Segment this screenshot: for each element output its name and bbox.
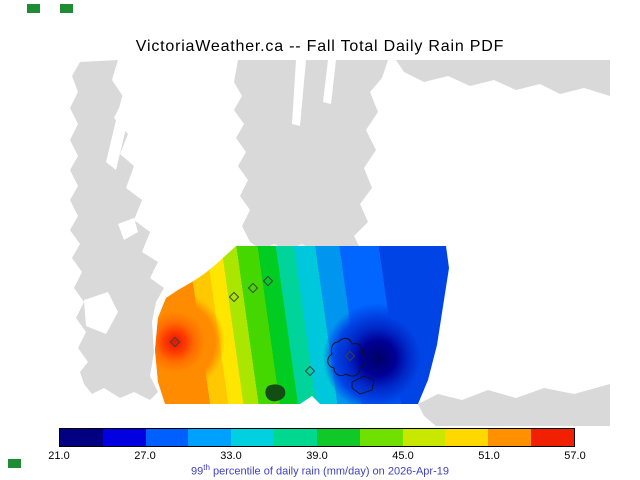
colorbar-segment xyxy=(145,429,189,446)
station-marker xyxy=(262,275,274,287)
water-fjord-2 xyxy=(323,60,336,104)
page-title: VictoriaWeather.ca -- Fall Total Daily R… xyxy=(135,38,505,55)
island-outline-2 xyxy=(351,375,375,395)
caption-superscript: th xyxy=(203,463,210,472)
station-marker xyxy=(304,365,316,377)
station-marker xyxy=(247,282,259,294)
station-marker xyxy=(344,350,356,362)
high-rain-cell xyxy=(155,292,225,392)
decoration-square-top-2 xyxy=(60,4,73,13)
colorbar-ticks: 21.0 27.0 33.0 39.0 45.0 51.0 57.0 xyxy=(48,450,585,462)
station-marker xyxy=(169,336,181,348)
colorbar-tick-label: 27.0 xyxy=(134,450,156,462)
island-outline-1 xyxy=(327,337,367,377)
colorbar-segment xyxy=(188,429,232,446)
water-bay-west xyxy=(84,292,118,334)
colorbar-segment xyxy=(445,429,489,446)
colorbar-segment xyxy=(359,429,403,446)
colorbar xyxy=(59,428,575,447)
water-inlet-saanich xyxy=(106,60,144,170)
land-south-coast xyxy=(418,384,610,426)
caption-rest: percentile of daily rain (mm/day) on 202… xyxy=(209,465,449,478)
colorbar-tick-label: 39.0 xyxy=(306,450,328,462)
colorbar-segment xyxy=(102,429,146,446)
colorbar-segment xyxy=(60,429,103,446)
station-marker xyxy=(228,291,240,303)
colorbar-tick-label: 21.0 xyxy=(48,450,70,462)
land-mainland-north xyxy=(234,60,388,254)
caption-value: 99 xyxy=(191,465,204,478)
island-dark-patch xyxy=(265,384,286,402)
decoration-square-bottom xyxy=(8,459,21,468)
station-markers xyxy=(169,275,356,377)
land-vancouver-island xyxy=(70,60,164,400)
colorbar-segment xyxy=(402,429,446,446)
colorbar-segment xyxy=(531,429,574,446)
colorbar-tick-label: 51.0 xyxy=(478,450,500,462)
colorbar-tick-label: 57.0 xyxy=(564,450,586,462)
colorbar-tick-label: 45.0 xyxy=(392,450,414,462)
water-fjord-1 xyxy=(292,60,306,126)
colorbar-segment xyxy=(488,429,532,446)
colorbar-segment xyxy=(316,429,360,446)
colorbar-segment xyxy=(231,429,275,446)
colorbar-caption: 99th percentile of daily rain (mm/day) o… xyxy=(0,463,640,478)
colorbar-tick-label: 33.0 xyxy=(220,450,242,462)
colorbar-segment xyxy=(274,429,317,446)
decoration-square-top-1 xyxy=(27,4,40,13)
low-rain-cell xyxy=(323,303,433,404)
water-notch xyxy=(118,218,138,240)
land-top-right-coast xyxy=(396,60,610,96)
rain-field xyxy=(155,246,449,404)
